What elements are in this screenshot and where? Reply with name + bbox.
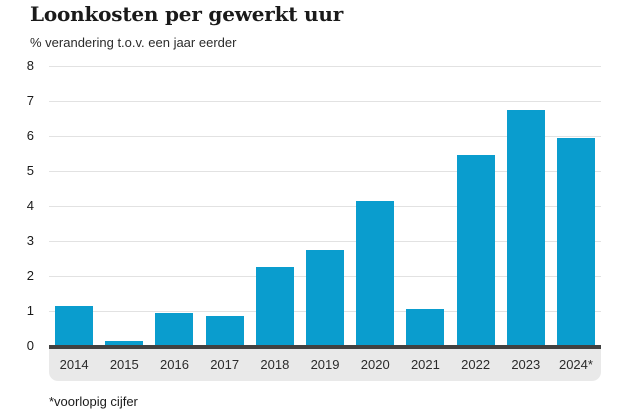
x-axis-label-2015: 2015 (109, 357, 139, 372)
bar-2024 (556, 138, 595, 348)
x-axis-label-2024: 2024* (558, 357, 593, 372)
y-axis-label-1: 1 (26, 303, 34, 318)
x-axis-label-2018: 2018 (260, 357, 290, 372)
x-axis-label-2017: 2017 (210, 357, 240, 372)
bar-cell-2014 (49, 66, 99, 348)
x-axis-band: 2014 2015 2016 2017 2018 2019 2020 2021 2022 2023… (49, 349, 601, 381)
x-axis-label-2014: 2014 (59, 357, 89, 372)
bar-2023 (506, 110, 545, 348)
bar-cell-2019 (300, 66, 350, 348)
bar-cell-2015 (99, 66, 149, 348)
gridline-5 (49, 171, 601, 172)
chart-title: Loonkosten per gewerkt uur (30, 2, 344, 26)
y-axis-label-2: 2 (26, 268, 34, 283)
x-axis-label-2023: 2023 (511, 357, 541, 372)
bar-2022 (456, 155, 495, 348)
bar-cell-2023 (501, 66, 551, 348)
y-axis-label-3: 3 (26, 233, 34, 248)
bar-2014 (55, 306, 94, 348)
bar-cell-2017 (200, 66, 250, 348)
gridline-4 (49, 206, 601, 207)
bar-2015 (105, 341, 144, 348)
bar-cell-2022 (451, 66, 501, 348)
gridline-3 (49, 241, 601, 242)
x-axis-label-2020: 2020 (360, 357, 390, 372)
bar-2018 (255, 267, 294, 348)
bar-cell-2020 (350, 66, 400, 348)
x-axis-line (49, 345, 601, 349)
gridline-8 (49, 66, 601, 67)
bar-2021 (406, 309, 445, 348)
y-axis-label-0: 0 (26, 338, 34, 353)
y-axis-label-6: 6 (26, 128, 34, 143)
bar-2020 (356, 201, 395, 348)
y-axis-label-5: 5 (26, 163, 34, 178)
x-axis-label-2019: 2019 (310, 357, 340, 372)
bar-cell-2024 (551, 66, 601, 348)
bar-cell-2021 (400, 66, 450, 348)
gridline-6 (49, 136, 601, 137)
bar-2017 (205, 316, 244, 348)
gridline-7 (49, 101, 601, 102)
bar-2016 (155, 313, 194, 348)
x-axis-label-2016: 2016 (160, 357, 189, 372)
y-axis-label-4: 4 (26, 198, 34, 213)
chart-subtitle: % verandering t.o.v. een jaar eerder (30, 35, 237, 50)
footnote: *voorlopig cijfer (49, 394, 138, 409)
y-axis-label-8: 8 (26, 58, 34, 73)
bar-cell-2016 (149, 66, 199, 348)
bar-series (49, 66, 601, 348)
x-axis-label-2022: 2022 (461, 357, 491, 372)
bar-cell-2018 (250, 66, 300, 348)
x-axis-label-2021: 2021 (410, 357, 440, 372)
y-axis-label-7: 7 (26, 93, 34, 108)
bar-2019 (306, 250, 345, 348)
